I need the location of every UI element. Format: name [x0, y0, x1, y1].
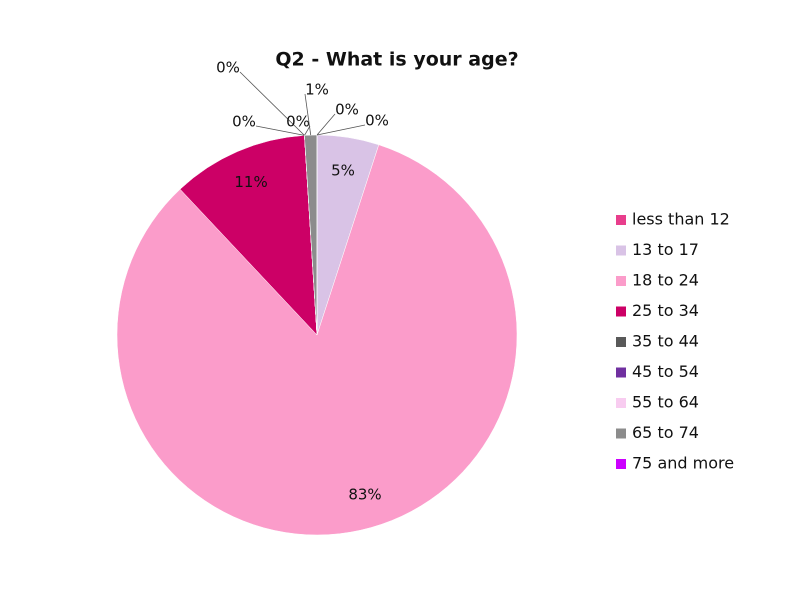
data-label: 1% [305, 81, 329, 99]
leader-line [316, 113, 336, 136]
legend-label: less than 12 [632, 210, 730, 229]
data-label: 0% [232, 113, 256, 131]
leader-line [239, 71, 305, 136]
data-label: 0% [335, 101, 359, 119]
leader-line [255, 125, 305, 136]
chart-title: Q2 - What is your age? [275, 49, 518, 71]
legend-swatch [616, 367, 626, 378]
legend-swatch [616, 428, 626, 439]
leader-line [316, 124, 366, 136]
data-label: 0% [365, 112, 389, 130]
legend-swatch [616, 245, 626, 256]
leader-line [304, 125, 311, 136]
pie-slice [116, 144, 518, 536]
data-label: 11% [234, 173, 267, 191]
data-label: 0% [216, 59, 240, 77]
data-label: 0% [286, 113, 310, 131]
data-label: 83% [348, 486, 381, 504]
legend-label: 35 to 44 [632, 332, 699, 351]
legend-label: 65 to 74 [632, 423, 699, 442]
legend-label: 25 to 34 [632, 301, 699, 320]
legend-swatch [616, 337, 626, 347]
legend-swatch [616, 306, 626, 317]
data-label: 5% [331, 162, 355, 180]
legend-label: 75 and more [632, 454, 734, 473]
legend-label: 18 to 24 [632, 271, 699, 290]
legend-swatch [616, 215, 626, 225]
legend-label: 13 to 17 [632, 240, 699, 259]
legend-label: 55 to 64 [632, 393, 699, 412]
legend-swatch [616, 459, 626, 469]
pie-slice [179, 135, 318, 336]
legend-swatch [616, 398, 626, 408]
legend-label: 45 to 54 [632, 362, 699, 381]
leader-line [304, 93, 312, 136]
legend-swatch [616, 276, 626, 286]
